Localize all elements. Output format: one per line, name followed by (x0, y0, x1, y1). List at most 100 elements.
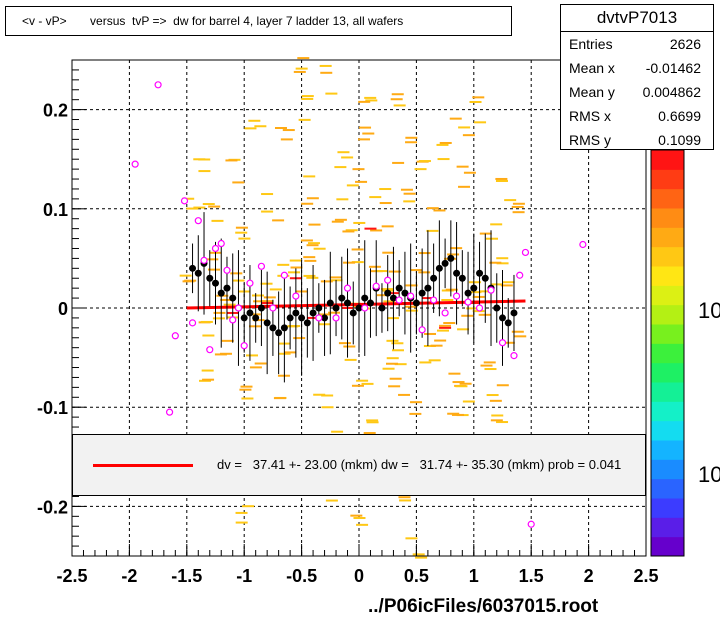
histogram-bin (313, 247, 326, 250)
y-tick-label: -0.2 (37, 497, 68, 517)
open-point (384, 276, 392, 284)
histogram-bin (355, 180, 368, 183)
profile-point (366, 299, 374, 307)
fit-legend: dv = 37.41 +- 23.00 (mkm) dw = 31.74 +- … (72, 434, 646, 496)
profile-point (298, 314, 306, 322)
histogram-bin (366, 421, 379, 424)
profile-point (309, 309, 317, 317)
histogram-bin (426, 207, 439, 210)
profile-point (441, 259, 449, 267)
histogram-bin (364, 96, 377, 99)
histogram-bin (293, 70, 306, 73)
profile-point (435, 264, 443, 272)
histogram-bin (300, 239, 313, 242)
histogram-bin (261, 193, 274, 196)
profile-point (257, 304, 265, 312)
open-point (229, 316, 237, 324)
histogram-bin (242, 505, 255, 508)
open-point (269, 304, 277, 312)
open-point (521, 248, 530, 257)
histogram-bin (514, 335, 527, 338)
profile-point (189, 264, 197, 272)
histogram-bin (485, 237, 498, 240)
open-point (343, 284, 352, 292)
histogram-bin (480, 364, 493, 367)
open-point (240, 342, 248, 350)
profile-point (252, 314, 260, 322)
histogram-bin (445, 288, 458, 291)
histogram-bin (202, 334, 215, 337)
histogram-bin (253, 300, 266, 303)
palette-swatch (651, 285, 684, 306)
profile-point (206, 274, 214, 282)
histogram-bin (232, 181, 245, 184)
histogram-bin (439, 324, 452, 327)
histogram-bin (491, 414, 504, 417)
histogram-bin (288, 325, 301, 328)
histogram-bin (405, 305, 418, 308)
open-point (332, 314, 340, 322)
open-point (223, 266, 231, 274)
stats-label: Mean x (569, 60, 615, 76)
histogram-bin (405, 136, 418, 139)
open-point (487, 286, 495, 294)
histogram-bin (303, 256, 316, 259)
histogram-bin (334, 218, 347, 221)
open-point (165, 408, 174, 416)
x-tick-label: 2.5 (633, 566, 658, 586)
palette-swatch (651, 266, 684, 286)
open-point (171, 332, 179, 340)
palette-swatch (651, 304, 684, 325)
stats-value: 0.6699 (658, 108, 701, 124)
open-point (131, 160, 139, 168)
palette-swatch (651, 324, 684, 344)
profile-point (223, 284, 231, 292)
histogram-bin (391, 342, 404, 345)
open-point (464, 298, 472, 306)
histogram-bin (338, 342, 351, 345)
histogram-bin (375, 270, 388, 273)
histogram-bin (489, 261, 502, 264)
histogram-bin (343, 261, 356, 264)
histogram-bin (307, 242, 320, 245)
x-tick-label: 0 (354, 566, 364, 586)
palette-swatch (651, 459, 684, 480)
histogram-bin (298, 118, 311, 121)
x-tick-label: 1 (469, 566, 479, 586)
histogram-bin (212, 317, 225, 320)
histogram-bin (211, 219, 224, 222)
chart-title: <v - vP> versus tvP => dw for barrel 4, … (5, 6, 512, 36)
histogram-bin (239, 388, 252, 391)
profile-point (389, 294, 397, 302)
open-point (154, 81, 162, 89)
histogram-bin (379, 202, 392, 205)
histogram-bin (320, 280, 333, 283)
histogram-bin (287, 271, 300, 274)
open-point (200, 256, 208, 264)
histogram-bin (502, 281, 515, 284)
histogram-bin (358, 100, 371, 103)
histogram-bin (483, 361, 496, 364)
histogram-bin (261, 210, 274, 213)
profile-point (344, 299, 352, 307)
profile-point (212, 279, 219, 287)
histogram-bin (274, 127, 287, 130)
profile-point (321, 314, 329, 322)
histogram-bin (441, 299, 454, 302)
profile-point (286, 314, 294, 322)
profile-point (338, 294, 346, 302)
histogram-bin (325, 92, 338, 95)
histogram-bin (321, 394, 334, 397)
histogram-bin (391, 349, 404, 352)
histogram-bin (368, 265, 381, 268)
palette-frame (650, 149, 685, 557)
histogram-bin (303, 175, 316, 178)
histogram-bin (466, 307, 479, 310)
histogram-bin (370, 229, 383, 232)
x-tick-label: -1.5 (171, 566, 202, 586)
open-point (516, 271, 524, 279)
histogram-bin (361, 382, 374, 385)
histogram-bin (329, 276, 342, 279)
profile-point (349, 309, 357, 317)
histogram-bin (447, 253, 460, 256)
